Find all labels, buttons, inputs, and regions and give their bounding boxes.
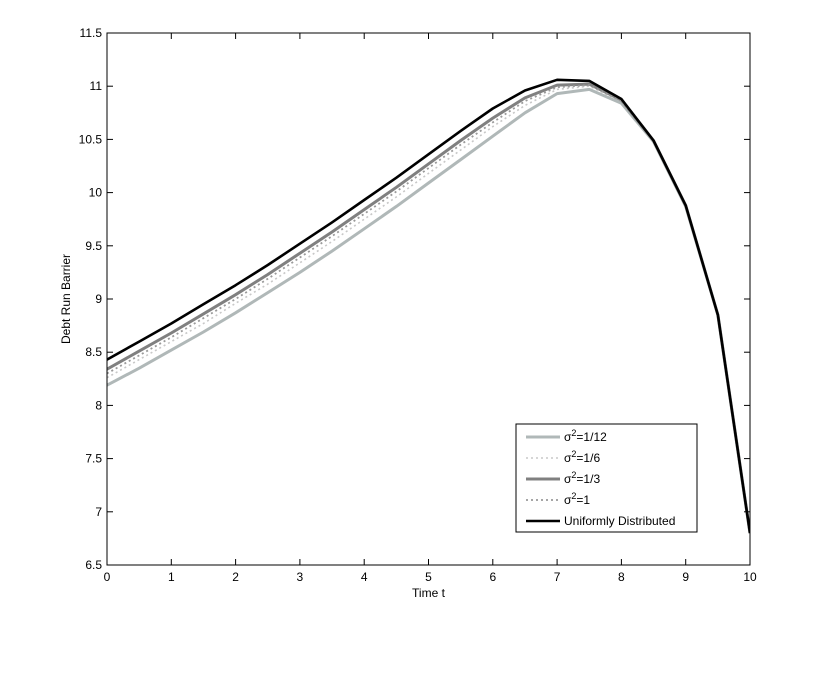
tick-layer: 0 1 2 3 4 5 6 7 8 9 10 6.5 7 7.5 8 8.5 9 9.5 10 10.5 11 11.5 [79,26,757,584]
legend: σ2=1/12 σ2=1/6 σ2=1/3 σ2=1 Uniformly Distrib… [515,423,698,533]
y-axis-label: Debt Run Barrier [59,254,73,344]
y-tick-label: 6.5 [85,558,102,572]
x-tick-label: 8 [618,570,625,584]
x-tick-label: 9 [682,570,689,584]
y-tick-label: 7 [95,505,102,519]
y-tick-label: 9 [95,292,102,306]
y-tick-label: 7.5 [85,452,102,466]
x-tick-label: 7 [554,570,561,584]
series-line [107,78,750,534]
y-tick-label: 10.5 [79,132,103,146]
x-tick-label: 1 [168,570,175,584]
x-tick-label: 0 [104,570,111,584]
series-layer [107,78,750,534]
x-tick-label: 6 [489,570,496,584]
y-tick-label: 8.5 [85,345,102,359]
legend-label: Uniformly Distributed [564,514,675,528]
legend-label: σ2=1/12 [564,428,607,444]
x-tick-label: 10 [743,570,757,584]
y-tick-label: 9.5 [85,239,102,253]
y-tick-label: 11.5 [80,26,103,40]
x-tick-label: 4 [361,570,368,584]
y-tick-label: 10 [89,186,103,200]
x-tick-label: 3 [297,570,304,584]
x-tick-label: 2 [232,570,239,584]
legend-label: σ2=1/6 [564,449,600,465]
legend-label: σ2=1 [564,491,590,507]
y-tick-label: 11 [90,79,103,93]
x-tick-label: 5 [425,570,432,584]
y-tick-label: 8 [95,398,102,412]
x-axis-label: Time t [412,586,446,600]
legend-label: σ2=1/3 [564,470,600,486]
